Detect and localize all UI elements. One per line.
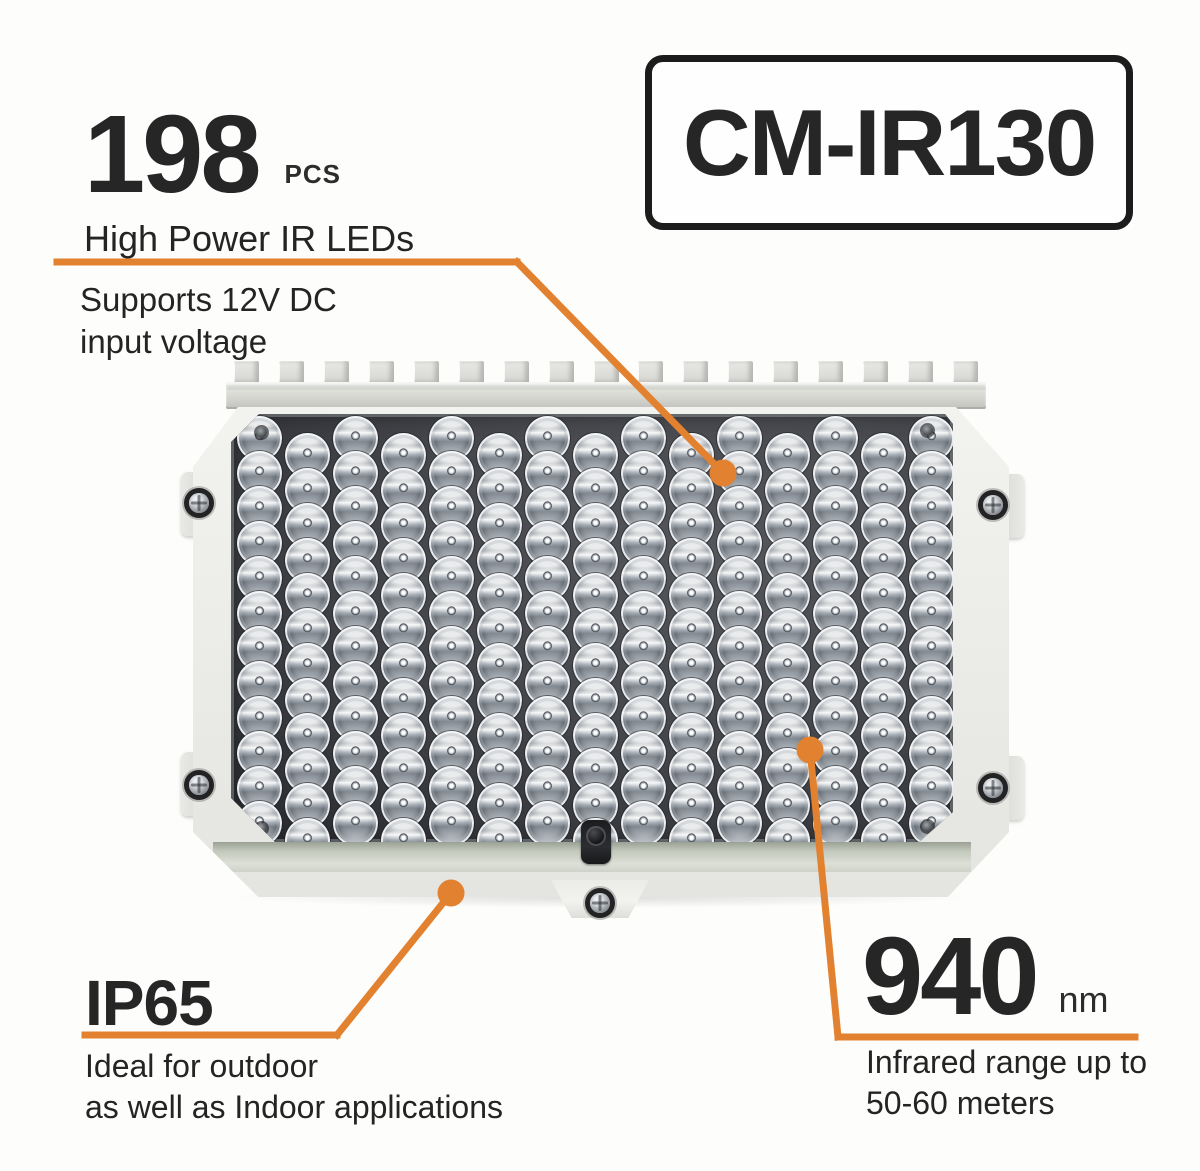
frame-screw (189, 775, 209, 795)
heatsink-fin-tooth (234, 361, 259, 382)
heatsink-fin-tooth (323, 361, 349, 382)
heatsink-fin-tooth (638, 361, 664, 382)
frame-screw (983, 495, 1003, 515)
panel-corner-screw (256, 823, 267, 834)
heatsink-fin-tooth (953, 361, 978, 382)
panel-corner-screw (922, 821, 933, 832)
heatsink-fin-tooth (503, 361, 529, 382)
panel-corner-screw (922, 425, 933, 436)
ip-rating-note-line2: as well as Indoor applications (85, 1088, 504, 1125)
heatsink-fin-tooth (818, 361, 844, 382)
heatsink-fin-tooth (278, 361, 304, 382)
ip-rating-note-line1: Ideal for outdoor (85, 1048, 319, 1084)
heatsink-teeth-row (226, 361, 986, 382)
frame-screw (590, 893, 610, 913)
frame-screw (983, 778, 1003, 798)
heatsink-fin-tooth (863, 361, 889, 382)
led-count-label: High Power IR LEDs (84, 218, 415, 259)
wavelength-unit: nm (1058, 979, 1109, 1020)
model-badge-label: CM-IR130 (682, 89, 1097, 195)
ip-rating-note: Ideal for outdoor as well as Indoor appl… (85, 1046, 503, 1128)
heatsink-fin-tooth (368, 361, 394, 382)
frame-screw (189, 493, 209, 513)
wavelength-note-line2: 50-60 meters (866, 1084, 1055, 1121)
wavelength-row: 940 nm (862, 922, 1109, 1032)
heatsink-band (226, 382, 986, 409)
wavelength-note: Infrared range up to 50-60 meters (866, 1042, 1147, 1124)
light-sensor (581, 820, 611, 864)
callout-led-count: 198 PCS High Power IR LEDs (84, 100, 414, 260)
heatsink-fin-tooth (728, 361, 754, 382)
ip-rating-value: IP65 (85, 967, 214, 1039)
led-panel (231, 414, 953, 842)
led-count-unit: PCS (284, 159, 341, 189)
led-lens (429, 801, 474, 846)
led-count-row: 198 PCS (84, 100, 414, 210)
power-input-note: Supports 12V DC input voltage (80, 279, 337, 363)
callout-ip-rating: IP65 (85, 966, 214, 1040)
heatsink-fins (226, 361, 986, 411)
heatsink-fin-tooth (773, 361, 799, 382)
led-count-value: 198 (84, 93, 262, 216)
led-lens (717, 801, 762, 846)
panel-corner-screw (256, 427, 267, 438)
power-input-note-line1: Supports 12V DC (80, 281, 337, 318)
heatsink-fin-tooth (593, 361, 619, 382)
led-lens (333, 801, 378, 846)
heatsink-fin-tooth (908, 361, 934, 382)
led-lens (525, 801, 570, 846)
heatsink-fin-tooth (683, 361, 709, 382)
device-body (193, 407, 1009, 897)
led-lens (621, 801, 666, 846)
model-badge: CM-IR130 (645, 55, 1133, 230)
wavelength-value: 940 (862, 915, 1040, 1038)
heatsink-fin-tooth (413, 361, 439, 382)
ip65-callout-line (332, 888, 456, 1040)
heatsink-fin-tooth (548, 361, 574, 382)
power-input-note-line2: input voltage (80, 323, 268, 361)
wavelength-note-line1: Infrared range up to (866, 1044, 1148, 1080)
led-lens (813, 801, 858, 846)
callout-wavelength: 940 nm (862, 922, 1109, 1032)
heatsink-fin-tooth (458, 361, 484, 382)
